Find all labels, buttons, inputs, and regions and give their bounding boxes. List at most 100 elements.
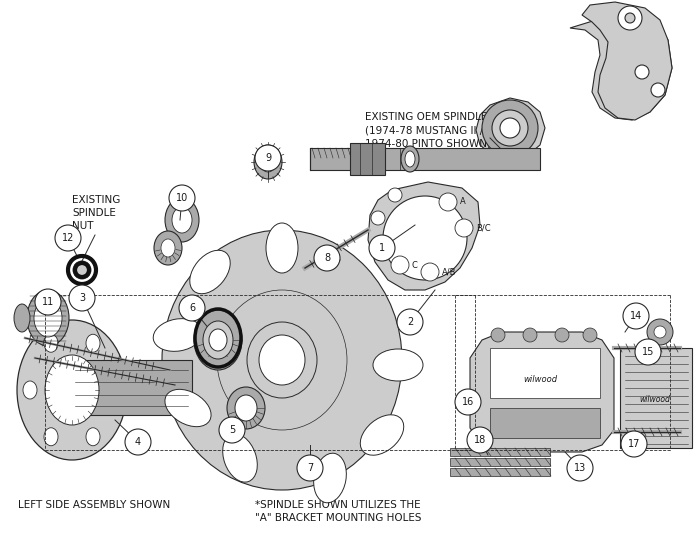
- Ellipse shape: [14, 304, 30, 332]
- FancyBboxPatch shape: [450, 468, 550, 476]
- Circle shape: [635, 339, 661, 365]
- Text: 5: 5: [229, 425, 235, 435]
- Circle shape: [383, 196, 467, 280]
- Text: 10: 10: [176, 193, 188, 203]
- Text: 14: 14: [630, 311, 642, 321]
- Text: 2: 2: [407, 317, 413, 327]
- Ellipse shape: [17, 320, 127, 460]
- FancyBboxPatch shape: [490, 408, 600, 438]
- Text: 11: 11: [42, 297, 54, 307]
- Text: 18: 18: [474, 435, 486, 445]
- Circle shape: [635, 65, 649, 79]
- Ellipse shape: [44, 334, 58, 352]
- Polygon shape: [582, 2, 672, 120]
- Ellipse shape: [209, 329, 227, 351]
- Circle shape: [255, 145, 281, 171]
- Ellipse shape: [254, 145, 282, 179]
- Circle shape: [391, 256, 409, 274]
- Ellipse shape: [223, 434, 258, 482]
- Text: wilwood: wilwood: [640, 395, 671, 404]
- Ellipse shape: [460, 395, 474, 409]
- Polygon shape: [470, 332, 614, 452]
- Circle shape: [297, 455, 323, 481]
- Circle shape: [69, 285, 95, 311]
- Text: A/B: A/B: [442, 268, 456, 277]
- FancyBboxPatch shape: [450, 458, 550, 466]
- Circle shape: [179, 295, 205, 321]
- Text: 3: 3: [79, 293, 85, 303]
- Circle shape: [492, 110, 528, 146]
- Ellipse shape: [45, 355, 99, 425]
- Ellipse shape: [23, 381, 37, 399]
- Circle shape: [555, 328, 569, 342]
- FancyBboxPatch shape: [620, 348, 692, 448]
- Polygon shape: [570, 8, 672, 120]
- FancyBboxPatch shape: [490, 348, 600, 398]
- Ellipse shape: [27, 290, 69, 346]
- Text: 9: 9: [265, 153, 271, 163]
- Text: C: C: [412, 260, 418, 269]
- Text: LEFT SIDE ASSEMBLY SHOWN: LEFT SIDE ASSEMBLY SHOWN: [18, 500, 170, 510]
- Circle shape: [654, 326, 666, 338]
- Circle shape: [647, 319, 673, 345]
- Ellipse shape: [235, 395, 257, 421]
- Circle shape: [500, 118, 520, 138]
- Text: 8: 8: [324, 253, 330, 263]
- Ellipse shape: [165, 198, 199, 242]
- Circle shape: [73, 261, 91, 279]
- Ellipse shape: [44, 428, 58, 446]
- Circle shape: [462, 397, 472, 407]
- Text: EXISTING OEM SPINDLE*
(1974-78 MUSTANG II /
1974-80 PINTO SHOWN): EXISTING OEM SPINDLE* (1974-78 MUSTANG I…: [365, 112, 493, 148]
- Text: 15: 15: [642, 347, 654, 357]
- Ellipse shape: [227, 387, 265, 429]
- FancyBboxPatch shape: [72, 360, 192, 415]
- Text: 16: 16: [462, 397, 474, 407]
- Ellipse shape: [172, 207, 192, 233]
- Text: 12: 12: [62, 233, 74, 243]
- Circle shape: [388, 188, 402, 202]
- Ellipse shape: [154, 231, 182, 265]
- Ellipse shape: [203, 321, 233, 359]
- Circle shape: [455, 219, 473, 237]
- Text: 7: 7: [307, 463, 313, 473]
- Circle shape: [583, 328, 597, 342]
- Ellipse shape: [153, 319, 203, 351]
- Circle shape: [621, 431, 647, 457]
- Circle shape: [219, 417, 245, 443]
- FancyBboxPatch shape: [450, 448, 550, 456]
- Text: 13: 13: [574, 463, 586, 473]
- Ellipse shape: [260, 152, 276, 172]
- Text: EXISTING
SPINDLE
NUT: EXISTING SPINDLE NUT: [72, 195, 120, 231]
- Polygon shape: [476, 98, 545, 158]
- Ellipse shape: [360, 415, 404, 455]
- Text: wilwood: wilwood: [523, 376, 557, 385]
- Circle shape: [35, 289, 61, 315]
- Ellipse shape: [247, 322, 317, 398]
- Circle shape: [491, 328, 505, 342]
- Ellipse shape: [67, 255, 97, 285]
- Text: B/C: B/C: [476, 223, 491, 232]
- Text: 4: 4: [135, 437, 141, 447]
- Text: *SPINDLE SHOWN UTILIZES THE
"A" BRACKET MOUNTING HOLES: *SPINDLE SHOWN UTILIZES THE "A" BRACKET …: [255, 500, 421, 523]
- Circle shape: [455, 389, 481, 415]
- Ellipse shape: [373, 349, 423, 381]
- Circle shape: [369, 235, 395, 261]
- Ellipse shape: [259, 335, 305, 385]
- Circle shape: [523, 328, 537, 342]
- Ellipse shape: [161, 239, 175, 257]
- Circle shape: [314, 245, 340, 271]
- Circle shape: [623, 303, 649, 329]
- Text: 17: 17: [628, 439, 640, 449]
- Circle shape: [482, 100, 538, 156]
- Ellipse shape: [86, 428, 100, 446]
- Ellipse shape: [194, 310, 242, 370]
- Text: A: A: [460, 198, 466, 207]
- Circle shape: [397, 309, 423, 335]
- Ellipse shape: [34, 299, 62, 337]
- Circle shape: [439, 193, 457, 211]
- Ellipse shape: [405, 151, 415, 167]
- Ellipse shape: [165, 389, 211, 427]
- Circle shape: [125, 429, 151, 455]
- Ellipse shape: [190, 250, 230, 294]
- Circle shape: [651, 83, 665, 97]
